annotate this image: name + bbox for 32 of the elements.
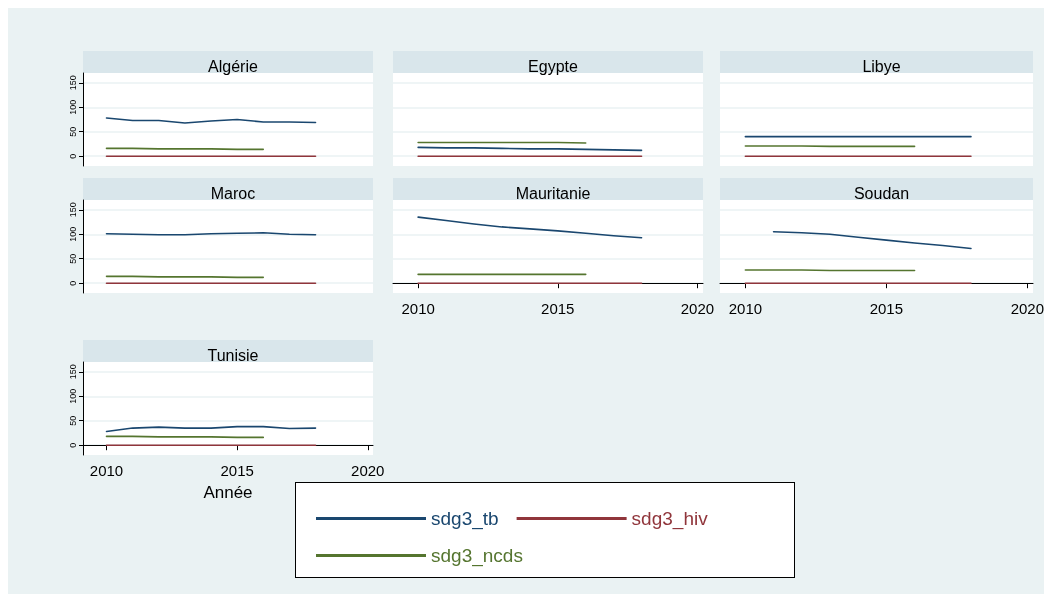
y-tick-label: 100	[67, 226, 78, 242]
text: sdg3_hiv	[631, 508, 709, 530]
x-tick-label: 2015	[869, 300, 904, 317]
y-tick-label: 0	[67, 280, 78, 286]
chart-title: Libye	[862, 57, 901, 75]
y-tick-label: 0	[67, 153, 78, 159]
y-tick-label: 100	[67, 388, 78, 404]
y-tick-label: 50	[67, 253, 78, 264]
chart-title: Algérie	[208, 57, 258, 75]
x-tick-label: 2010	[89, 462, 124, 479]
y-tick-label: 100	[67, 99, 78, 115]
x-tick-label: 2010	[401, 300, 435, 317]
y-tick-label: 50	[67, 126, 78, 137]
x-tick-label: 2010	[728, 300, 763, 317]
x-tick-label: 2015	[541, 300, 575, 317]
y-tick-label: 150	[67, 364, 78, 380]
chart-title: Maroc	[210, 184, 256, 202]
y-tick-label: 0	[67, 442, 78, 448]
chart-title: Egypte	[528, 57, 579, 75]
y-tick-label: 150	[67, 202, 78, 218]
x-axis-title: Année	[202, 483, 254, 503]
x-tick-label: 2020	[1010, 300, 1045, 317]
x-tick-label: 2015	[220, 462, 254, 479]
y-tick-label: 150	[67, 75, 78, 91]
x-tick-label: 2020	[351, 462, 385, 479]
chart-title: Tunisie	[207, 346, 259, 364]
text: sdg3_ncds	[431, 545, 523, 567]
x-tick-label: 2020	[680, 300, 715, 317]
chart-title: Mauritanie	[515, 184, 591, 202]
chart-title: Soudan	[853, 184, 910, 202]
text: sdg3_tb	[431, 508, 499, 530]
y-tick-label: 50	[67, 415, 78, 426]
